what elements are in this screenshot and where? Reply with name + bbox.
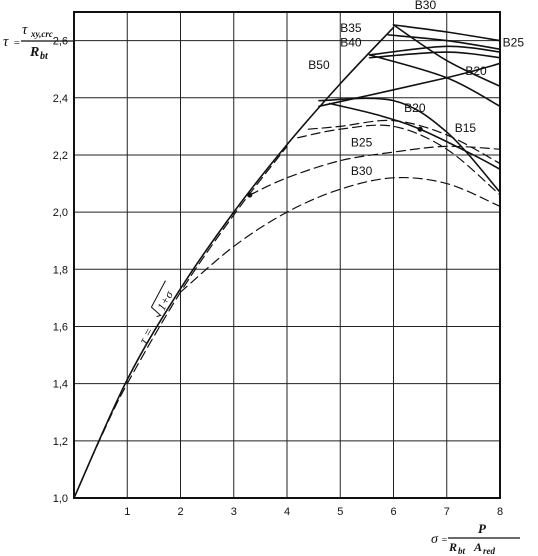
series-line-11 [307, 119, 501, 165]
formula-prefix: τ = [135, 325, 156, 347]
x-tick-label: 6 [390, 506, 396, 518]
series-line-9 [318, 97, 501, 193]
x-tick-label: 7 [444, 506, 450, 518]
y-axis-numerator: τ [22, 22, 28, 38]
plot-border [73, 11, 501, 499]
series-line-5 [368, 51, 501, 59]
x-tick-label: 8 [497, 506, 503, 518]
y-axis-label: τ = τ xy,crc R bt [3, 22, 73, 62]
series-line-6 [392, 24, 501, 88]
series-group [73, 24, 501, 499]
y-tick-label: 2,0 [53, 207, 68, 219]
formula-radicand: 1+σ [154, 288, 176, 313]
y-axis-equals: = [13, 37, 20, 49]
series-line-12 [297, 124, 501, 196]
series-annotation-7: B20 [404, 101, 426, 115]
series-annotation-9: B25 [351, 135, 373, 149]
x-axis-denominator-tail: A [473, 540, 482, 554]
series-line-1 [73, 26, 395, 499]
x-axis-denominator-tail-sub: red [483, 546, 495, 556]
y-axis-denominator: R [29, 45, 39, 60]
x-axis-symbol: σ [431, 532, 439, 547]
series-annotation-8: B15 [455, 121, 477, 135]
x-tick-label: 3 [231, 506, 237, 518]
x-axis-denominator-sub: bt [458, 546, 466, 556]
series-line-15 [73, 145, 288, 499]
x-tick-label: 4 [284, 506, 290, 518]
series-line-4 [368, 45, 501, 56]
y-tick-label: 1,0 [53, 493, 68, 505]
series-annotation-1: B30 [415, 0, 437, 12]
series-annotation-4: B25 [503, 35, 525, 49]
y-tick-label: 1,8 [53, 264, 68, 276]
x-axis-denominator: R [448, 540, 457, 554]
series-annotation-5: B50 [308, 58, 330, 72]
x-axis-numerator: P [478, 521, 487, 536]
tick-labels: 1 2 3 4 5 6 7 81,01,21,41,61,82,02,22,42,6 [53, 36, 503, 518]
x-tick-label: 2 [177, 506, 183, 518]
x-tick-label: 1 [124, 506, 130, 518]
formula-radical-sign [150, 280, 166, 318]
formula-label: τ = 1+σ [135, 280, 176, 347]
grid [74, 12, 501, 499]
series-annotation-10: B30 [351, 164, 373, 178]
series-line-2 [392, 24, 501, 42]
y-tick-label: 2,2 [53, 150, 68, 162]
series-annotation-3: B40 [340, 35, 362, 49]
y-tick-label: 1,2 [53, 436, 68, 448]
data-point-marker-1 [247, 192, 253, 198]
y-tick-label: 2,4 [53, 93, 68, 105]
x-axis-equals: = [441, 535, 448, 546]
y-axis-symbol: τ [3, 34, 9, 50]
data-point-marker-2 [417, 126, 423, 132]
series-line-8 [318, 62, 501, 108]
series-line-3 [387, 34, 501, 50]
x-axis-label: σ = P R bt A red [431, 521, 520, 556]
series-line-14 [179, 176, 501, 293]
y-axis-numerator-sub: xy,crc [30, 29, 53, 39]
series-annotation-6: B20 [465, 64, 487, 78]
y-axis-denominator-sub: bt [40, 51, 49, 62]
plot-frame [73, 11, 501, 499]
x-tick-label: 5 [337, 506, 343, 518]
y-tick-label: 1,6 [53, 321, 68, 333]
series-line-13 [249, 145, 501, 196]
series-annotation-2: B35 [340, 21, 362, 35]
y-tick-label: 1,4 [53, 379, 68, 391]
